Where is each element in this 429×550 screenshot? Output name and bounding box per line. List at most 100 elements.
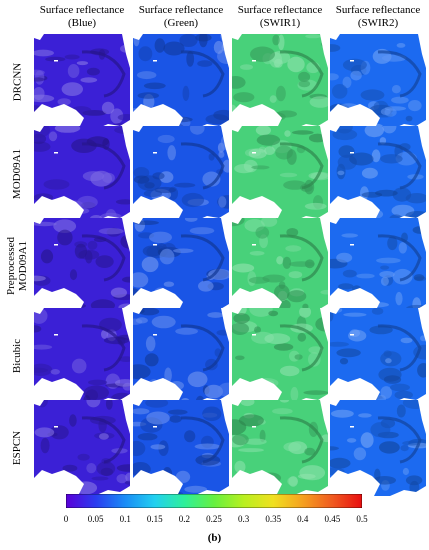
texture-patch xyxy=(80,77,98,83)
terrain-arc xyxy=(81,416,126,464)
nodata-top-right xyxy=(320,126,328,160)
texture-patch xyxy=(216,329,229,336)
texture-patch xyxy=(405,193,426,204)
map-panel-drcnn-green xyxy=(133,34,229,130)
texture-patch xyxy=(163,41,185,56)
texture-patch xyxy=(40,249,54,264)
nodata-water-bottom-left xyxy=(34,104,84,130)
texture-patch xyxy=(396,43,406,48)
texture-patch xyxy=(67,64,80,78)
texture-patch xyxy=(384,108,397,117)
nodata-speck xyxy=(153,152,157,154)
texture-patch xyxy=(34,77,45,82)
texture-patch xyxy=(243,159,258,173)
terrain-arc xyxy=(377,50,422,98)
reflectance-map xyxy=(330,34,426,130)
texture-patch xyxy=(34,367,48,373)
texture-patch xyxy=(256,134,281,146)
map-panel-espcn-blue xyxy=(34,400,130,496)
colorbar-tick-label: 0.05 xyxy=(87,514,104,524)
texture-patch xyxy=(361,167,378,179)
texture-patch xyxy=(138,46,153,62)
reflectance-map xyxy=(133,34,229,130)
texture-patch xyxy=(152,172,165,180)
texture-patch xyxy=(336,348,361,358)
texture-patch xyxy=(287,290,307,303)
texture-patch xyxy=(82,171,105,182)
texture-patch xyxy=(405,475,423,486)
texture-patch xyxy=(235,355,245,361)
nodata-bottom-right xyxy=(292,486,328,496)
texture-patch xyxy=(137,433,158,441)
texture-patch xyxy=(77,453,90,461)
column-header-blue: Surface reflectance (Blue) xyxy=(39,4,125,29)
reflectance-map xyxy=(330,400,426,496)
texture-patch xyxy=(330,446,339,451)
texture-patch xyxy=(167,145,176,161)
texture-patch xyxy=(233,313,250,324)
reflectance-map xyxy=(133,218,229,314)
texture-patch xyxy=(187,371,208,388)
texture-patch xyxy=(174,182,196,188)
texture-patch xyxy=(303,390,328,395)
terrain-arc xyxy=(279,234,324,282)
texture-patch xyxy=(342,76,352,88)
nodata-bottom-right xyxy=(193,486,229,496)
texture-patch xyxy=(320,289,328,295)
texture-patch xyxy=(34,325,42,333)
nodata-speck xyxy=(350,60,354,62)
texture-patch xyxy=(202,171,221,187)
texture-patch xyxy=(391,96,409,104)
texture-patch xyxy=(217,382,229,398)
texture-patch xyxy=(101,101,115,115)
texture-patch xyxy=(122,276,130,283)
texture-patch xyxy=(276,256,284,265)
texture-patch xyxy=(400,337,413,344)
texture-patch xyxy=(274,284,290,301)
texture-patch xyxy=(143,189,163,198)
texture-patch xyxy=(62,464,78,472)
nodata-top-left xyxy=(34,34,44,40)
texture-patch xyxy=(40,437,50,454)
texture-patch xyxy=(184,218,198,222)
map-panel-preprocessed-mod09a1-green xyxy=(133,218,229,314)
texture-patch xyxy=(405,115,413,122)
texture-patch xyxy=(337,170,345,176)
texture-patch xyxy=(53,219,77,233)
nodata-speck xyxy=(252,334,256,336)
texture-patch xyxy=(283,442,302,452)
texture-patch xyxy=(383,375,402,384)
texture-patch xyxy=(250,46,275,62)
nodata-top-left xyxy=(232,400,242,406)
texture-patch xyxy=(133,408,150,415)
map-panel-mod09a1-blue xyxy=(34,126,130,222)
texture-patch xyxy=(159,248,175,265)
nodata-water-bottom-left xyxy=(34,470,84,496)
texture-patch xyxy=(297,473,316,479)
texture-patch xyxy=(141,256,159,273)
nodata-speck xyxy=(54,334,58,336)
texture-patch xyxy=(371,149,381,163)
map-panel-drcnn-blue xyxy=(34,34,130,130)
nodata-water-bottom-left xyxy=(232,378,282,404)
texture-patch xyxy=(69,269,78,281)
nodata-water-bottom-left xyxy=(330,104,380,130)
texture-patch xyxy=(276,85,286,102)
colorbar-tick-label: 0.1 xyxy=(119,514,131,524)
texture-patch xyxy=(133,167,150,179)
nodata-water-bottom-left xyxy=(330,288,380,314)
terrain-arc xyxy=(180,234,225,282)
texture-patch xyxy=(57,229,73,246)
texture-patch xyxy=(48,131,58,142)
row-label-mod09a1: MOD09A1 xyxy=(11,148,23,200)
texture-patch xyxy=(145,400,169,408)
texture-patch xyxy=(88,379,108,386)
texture-patch xyxy=(373,476,396,485)
texture-patch xyxy=(371,308,384,315)
map-panel-preprocessed-mod09a1-swir1 xyxy=(232,218,328,314)
nodata-water-bottom-left xyxy=(133,470,183,496)
nodata-bottom-right xyxy=(390,486,426,496)
nodata-top-left xyxy=(34,218,44,224)
colorbar-tick-label: 0.35 xyxy=(265,514,282,524)
texture-patch xyxy=(154,38,166,53)
